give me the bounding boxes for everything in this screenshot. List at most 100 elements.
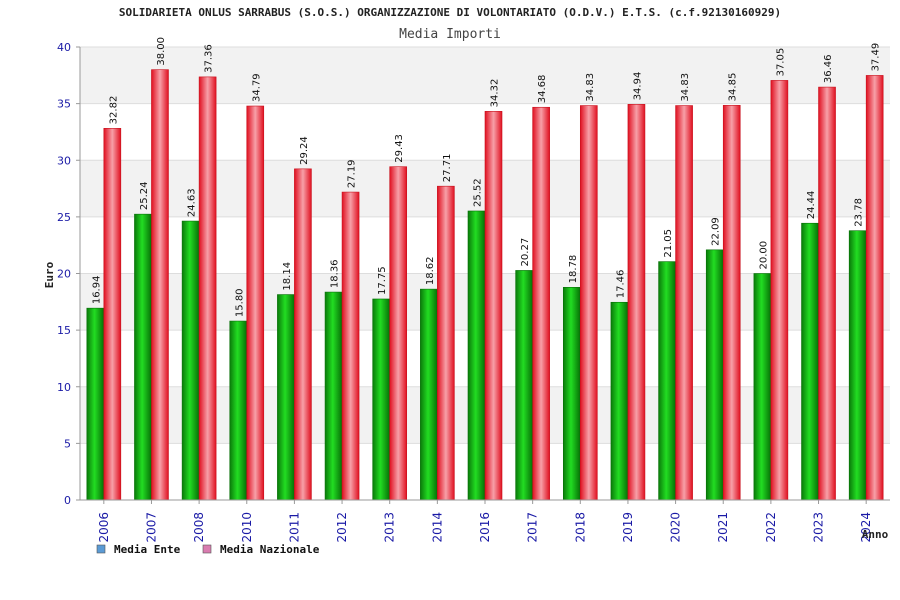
bar-label-media-ente: 18.36 <box>330 259 341 288</box>
y-axis-ticks: 0 5 10 15 20 25 30 35 40 <box>57 41 80 507</box>
bar-label-media-ente: 24.44 <box>806 191 817 220</box>
bar-media-ente <box>705 249 724 501</box>
bar-media-ente <box>801 222 819 501</box>
x-tick-label: 2021 <box>716 512 730 543</box>
bar-media-ente <box>277 294 295 501</box>
bar-label-media-ente: 24.63 <box>187 188 198 217</box>
x-tick-label: 2014 <box>430 512 444 543</box>
legend: Media Ente Media Nazionale <box>96 543 320 556</box>
x-tick-label: 2024 <box>859 512 873 543</box>
y-tick-label: 30 <box>57 154 71 167</box>
bar-media-nazionale <box>484 111 503 501</box>
bar-media-nazionale <box>818 86 836 501</box>
bar-label-media-nazionale: 37.36 <box>204 44 215 73</box>
bar-media-ente <box>372 298 391 501</box>
bar-media-nazionale <box>389 166 408 501</box>
bar-label-media-nazionale: 29.43 <box>394 134 405 163</box>
x-tick-label: 2017 <box>526 512 540 543</box>
bar-media-nazionale <box>198 76 217 501</box>
chart-subtitle: Media Importi <box>399 27 501 42</box>
bar-label-media-nazionale: 34.32 <box>490 79 501 108</box>
x-tick-label: 2016 <box>478 512 492 543</box>
bar-label-media-nazionale: 29.24 <box>299 136 310 165</box>
bar-label-media-ente: 20.27 <box>520 238 531 267</box>
x-tick-label: 2013 <box>383 512 397 543</box>
y-axis-label: Euro <box>43 261 56 288</box>
x-axis-ticks: 2006 2007 2008 2010 2011 2012 2013 2014 2016 2017… <box>97 500 873 543</box>
y-tick-label: 40 <box>57 41 71 54</box>
bar-media-ente <box>324 291 343 501</box>
bar-label-media-ente: 18.14 <box>282 262 293 291</box>
bar-value-labels: 16.94 32.82 25.24 38.00 24.63 37.36 15.80 34.79… <box>91 37 881 317</box>
x-tick-label: 2020 <box>669 512 683 543</box>
bar-label-media-nazionale: 27.71 <box>442 154 453 183</box>
bar-label-media-ente: 21.05 <box>663 229 674 258</box>
bar-media-nazionale <box>627 104 646 501</box>
bar-media-ente <box>658 261 676 501</box>
bar-label-media-nazionale: 37.49 <box>871 43 882 72</box>
x-tick-label: 2006 <box>97 512 111 543</box>
bar-media-nazionale <box>770 80 789 501</box>
bar-label-media-nazionale: 27.19 <box>347 159 358 188</box>
bar-label-media-ente: 25.24 <box>139 182 150 211</box>
y-tick-label: 10 <box>57 381 71 394</box>
bar-label-media-nazionale: 37.05 <box>775 48 786 77</box>
x-axis-label: Anno <box>862 528 889 541</box>
bar-media-ente <box>420 288 438 501</box>
bar-media-ente <box>229 320 248 501</box>
bar-label-media-ente: 22.09 <box>711 217 722 246</box>
bar-media-nazionale <box>103 128 122 501</box>
x-tick-label: 2023 <box>812 512 826 543</box>
bar-media-nazionale <box>722 105 741 501</box>
bar-label-media-nazionale: 36.46 <box>823 54 834 83</box>
bar-media-ente <box>610 301 629 501</box>
bar-media-nazionale <box>865 75 884 501</box>
legend-swatch <box>202 544 212 554</box>
bar-label-media-ente: 23.78 <box>854 198 865 227</box>
x-tick-label: 2008 <box>192 512 206 543</box>
bar-media-ente <box>467 210 486 501</box>
bar-label-media-ente: 18.78 <box>568 255 579 284</box>
bar-label-media-ente: 25.52 <box>473 178 484 207</box>
y-tick-label: 35 <box>57 98 71 111</box>
x-tick-label: 2022 <box>764 512 778 543</box>
y-tick-label: 20 <box>57 268 71 281</box>
bar-label-media-nazionale: 34.83 <box>680 73 691 102</box>
bar-media-ente <box>562 287 581 501</box>
y-tick-label: 15 <box>57 324 71 337</box>
bar-media-ente <box>134 213 152 501</box>
bar-media-ente <box>181 220 200 501</box>
bar-label-media-nazionale: 32.82 <box>108 96 119 125</box>
bar-media-nazionale <box>294 168 312 501</box>
bar-label-media-ente: 17.75 <box>377 266 388 295</box>
chart-title: SOLIDARIETA ONLUS SARRABUS (S.O.S.) ORGA… <box>119 6 781 19</box>
bar-media-nazionale <box>675 105 693 501</box>
bar-label-media-nazionale: 34.85 <box>728 73 739 102</box>
y-tick-label: 0 <box>64 494 71 507</box>
x-tick-label: 2018 <box>573 512 587 543</box>
legend-label: Media Ente <box>114 543 181 556</box>
x-tick-label: 2011 <box>287 512 301 543</box>
bar-media-ente <box>753 273 772 501</box>
x-tick-label: 2019 <box>621 512 635 543</box>
bar-label-media-ente: 18.62 <box>425 256 436 285</box>
bar-label-media-ente: 20.00 <box>758 241 769 270</box>
x-tick-label: 2010 <box>240 512 254 543</box>
bar-media-nazionale <box>437 185 455 501</box>
legend-swatch <box>96 544 106 554</box>
bar-media-ente <box>515 270 533 501</box>
y-tick-label: 5 <box>64 437 71 450</box>
x-tick-label: 2007 <box>144 512 158 543</box>
bar-media-nazionale <box>579 105 598 501</box>
bar-media-nazionale <box>246 105 265 501</box>
bar-media-nazionale <box>341 191 360 501</box>
legend-label: Media Nazionale <box>220 543 320 556</box>
bar-label-media-nazionale: 34.83 <box>585 73 596 102</box>
bar-media-nazionale <box>151 69 169 501</box>
bar-label-media-nazionale: 34.94 <box>632 72 643 101</box>
bar-label-media-nazionale: 34.68 <box>537 75 548 104</box>
bar-label-media-ente: 15.80 <box>234 288 245 317</box>
bar-label-media-ente: 16.94 <box>91 276 102 305</box>
y-tick-label: 25 <box>57 211 71 224</box>
